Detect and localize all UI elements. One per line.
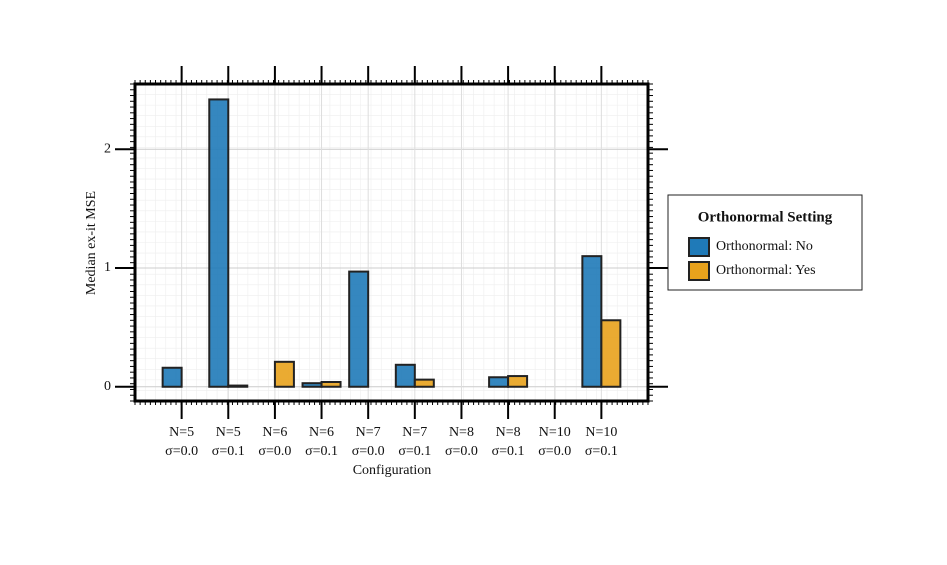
legend-swatch: [688, 237, 710, 257]
bar: [273, 360, 295, 388]
x-tick-label: σ=0.0: [445, 444, 478, 459]
x-tick-label: σ=0.1: [398, 444, 431, 459]
legend-label: Orthonormal: Yes: [716, 263, 816, 278]
x-tick-label: N=5: [216, 425, 241, 440]
bar: [227, 384, 249, 388]
legend-swatch: [688, 261, 710, 281]
x-tick-label: N=5: [169, 425, 194, 440]
x-tick-label: σ=0.1: [305, 444, 338, 459]
bar: [301, 382, 323, 388]
x-tick-label: N=10: [585, 425, 617, 440]
x-tick-label: N=8: [496, 425, 521, 440]
bar: [161, 366, 183, 388]
x-tick-label: σ=0.1: [585, 444, 618, 459]
x-tick-label: σ=0.0: [352, 444, 385, 459]
plot-frame: [133, 82, 650, 403]
y-tick-label: 2: [104, 142, 111, 157]
bar: [507, 375, 529, 388]
x-tick-label: N=7: [402, 425, 427, 440]
x-axis-label: Configuration: [353, 463, 432, 478]
bar: [208, 98, 230, 388]
x-tick-label: N=10: [539, 425, 571, 440]
y-tick-label: 0: [104, 379, 111, 394]
bar: [320, 381, 342, 388]
x-tick-label: N=6: [309, 425, 334, 440]
legend-title: Orthonormal Setting: [698, 209, 833, 225]
bar: [600, 319, 622, 388]
legend: Orthonormal Setting Orthonormal: No Ortho…: [667, 194, 863, 291]
bar: [413, 378, 435, 388]
y-axis-label: Median ex-it MSE: [84, 191, 99, 295]
x-tick-label: σ=0.0: [165, 444, 198, 459]
bar: [488, 376, 510, 388]
legend-label: Orthonormal: No: [716, 239, 813, 254]
x-tick-label: σ=0.1: [212, 444, 245, 459]
x-tick-label: N=6: [262, 425, 287, 440]
y-tick-label: 1: [104, 260, 111, 275]
x-tick-label: σ=0.1: [492, 444, 525, 459]
x-tick-label: N=8: [449, 425, 474, 440]
x-tick-label: σ=0.0: [258, 444, 291, 459]
x-tick-label: σ=0.0: [538, 444, 571, 459]
x-tick-label: N=7: [356, 425, 381, 440]
bar: [394, 363, 416, 388]
bar: [348, 270, 370, 388]
bar: [581, 255, 603, 388]
